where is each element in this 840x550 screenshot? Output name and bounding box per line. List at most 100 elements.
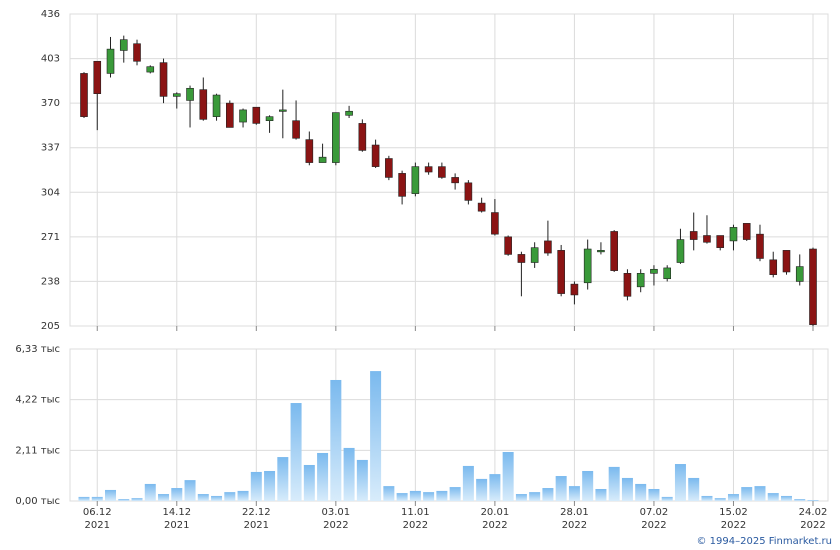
x-tick-year: 2021 <box>244 520 269 531</box>
volume-bar <box>91 496 103 501</box>
volume-bar <box>383 486 395 501</box>
candle-body <box>146 66 155 73</box>
volume-bar <box>409 490 421 501</box>
candle-body <box>106 48 115 74</box>
candle-body <box>318 156 327 163</box>
volume-bar <box>264 470 276 501</box>
candle-body <box>756 233 764 259</box>
volume-bar <box>714 498 726 501</box>
candle-body <box>716 235 725 248</box>
volume-bar <box>131 498 143 501</box>
candle-body <box>663 267 672 280</box>
volume-bar <box>118 499 130 501</box>
candle-body <box>795 266 804 282</box>
candle-body <box>438 166 446 178</box>
x-tick-year: 2022 <box>562 520 587 531</box>
candle-body <box>226 102 234 128</box>
candle-body <box>332 112 340 163</box>
x-tick-label: 06.12 <box>83 507 112 518</box>
y-tick-label: 2,11 тыс <box>15 445 60 456</box>
volume-bar <box>648 488 660 501</box>
volume-bar <box>211 495 223 501</box>
y-tick-label: 304 <box>41 187 60 198</box>
volume-bar <box>741 487 753 501</box>
candle-body <box>451 177 459 184</box>
volume-bar <box>158 494 170 501</box>
x-tick-label: 15.02 <box>719 507 748 518</box>
candle-body <box>742 223 751 240</box>
candle-body <box>345 110 353 116</box>
candle-body <box>689 231 698 240</box>
candle-body <box>769 259 778 275</box>
x-tick-label: 03.01 <box>322 507 351 518</box>
volume-bar <box>794 499 806 501</box>
candle-body <box>636 273 645 288</box>
price-frame <box>69 13 829 327</box>
candle-body <box>411 166 420 194</box>
volume-bar <box>343 447 355 501</box>
volume-bar <box>317 452 329 501</box>
y-tick-label: 370 <box>41 98 60 109</box>
candle-body <box>424 166 433 173</box>
volume-bar <box>396 493 408 501</box>
volume-bar <box>476 478 488 501</box>
candle-body <box>583 248 592 284</box>
volume-bar <box>674 464 686 501</box>
x-tick-label: 24.02 <box>799 507 828 518</box>
candle-body <box>464 182 473 201</box>
y-tick-label: 337 <box>41 143 60 154</box>
candle-body <box>703 235 711 243</box>
candle-body <box>292 120 300 139</box>
volume-bar <box>754 486 766 501</box>
volume-bar <box>184 480 196 501</box>
candle-body <box>212 94 221 117</box>
volume-bar <box>688 477 700 501</box>
volume-bar <box>608 466 620 501</box>
candle-body <box>305 139 314 163</box>
candle-body <box>371 144 380 167</box>
candle-body <box>729 227 738 242</box>
candle-body <box>279 109 287 112</box>
candle-body <box>557 250 565 294</box>
volume-bar <box>197 494 209 501</box>
candle-body <box>265 116 274 122</box>
candle-body <box>517 254 526 263</box>
candle-body <box>544 240 552 254</box>
x-tick-year: 2021 <box>85 520 110 531</box>
volume-frame <box>69 348 829 502</box>
x-tick-year: 2021 <box>164 520 189 531</box>
candle-body <box>398 173 406 197</box>
volume-bar <box>250 471 262 501</box>
candle-body <box>199 89 208 120</box>
x-tick-label: 07.02 <box>640 507 669 518</box>
volume-bar <box>489 474 501 501</box>
candle-body <box>133 43 141 62</box>
volume-bar <box>807 500 819 501</box>
volume-bar <box>449 487 461 501</box>
candle-body <box>119 39 128 51</box>
candle-body <box>385 158 393 178</box>
volume-bar <box>462 465 474 501</box>
volume-bar <box>767 493 779 501</box>
volume-bar <box>595 488 607 501</box>
candle-body <box>676 239 685 263</box>
y-tick-label: 238 <box>41 276 60 287</box>
volume-bar <box>582 470 594 501</box>
x-tick-label: 22.12 <box>242 507 271 518</box>
candle-body <box>530 247 539 263</box>
candle-body <box>623 273 632 297</box>
candle-body <box>809 248 817 325</box>
candle-body <box>570 283 579 296</box>
volume-bar <box>303 464 315 501</box>
candle-body <box>159 62 168 97</box>
candle-body <box>252 106 261 124</box>
candle-body <box>172 93 181 97</box>
volume-bar <box>621 477 633 501</box>
volume-bar <box>224 492 236 501</box>
volume-bar <box>568 486 580 501</box>
volume-bar <box>144 483 156 501</box>
volume-bar <box>515 494 527 501</box>
volume-bar <box>330 379 342 501</box>
candle-body <box>504 236 512 255</box>
